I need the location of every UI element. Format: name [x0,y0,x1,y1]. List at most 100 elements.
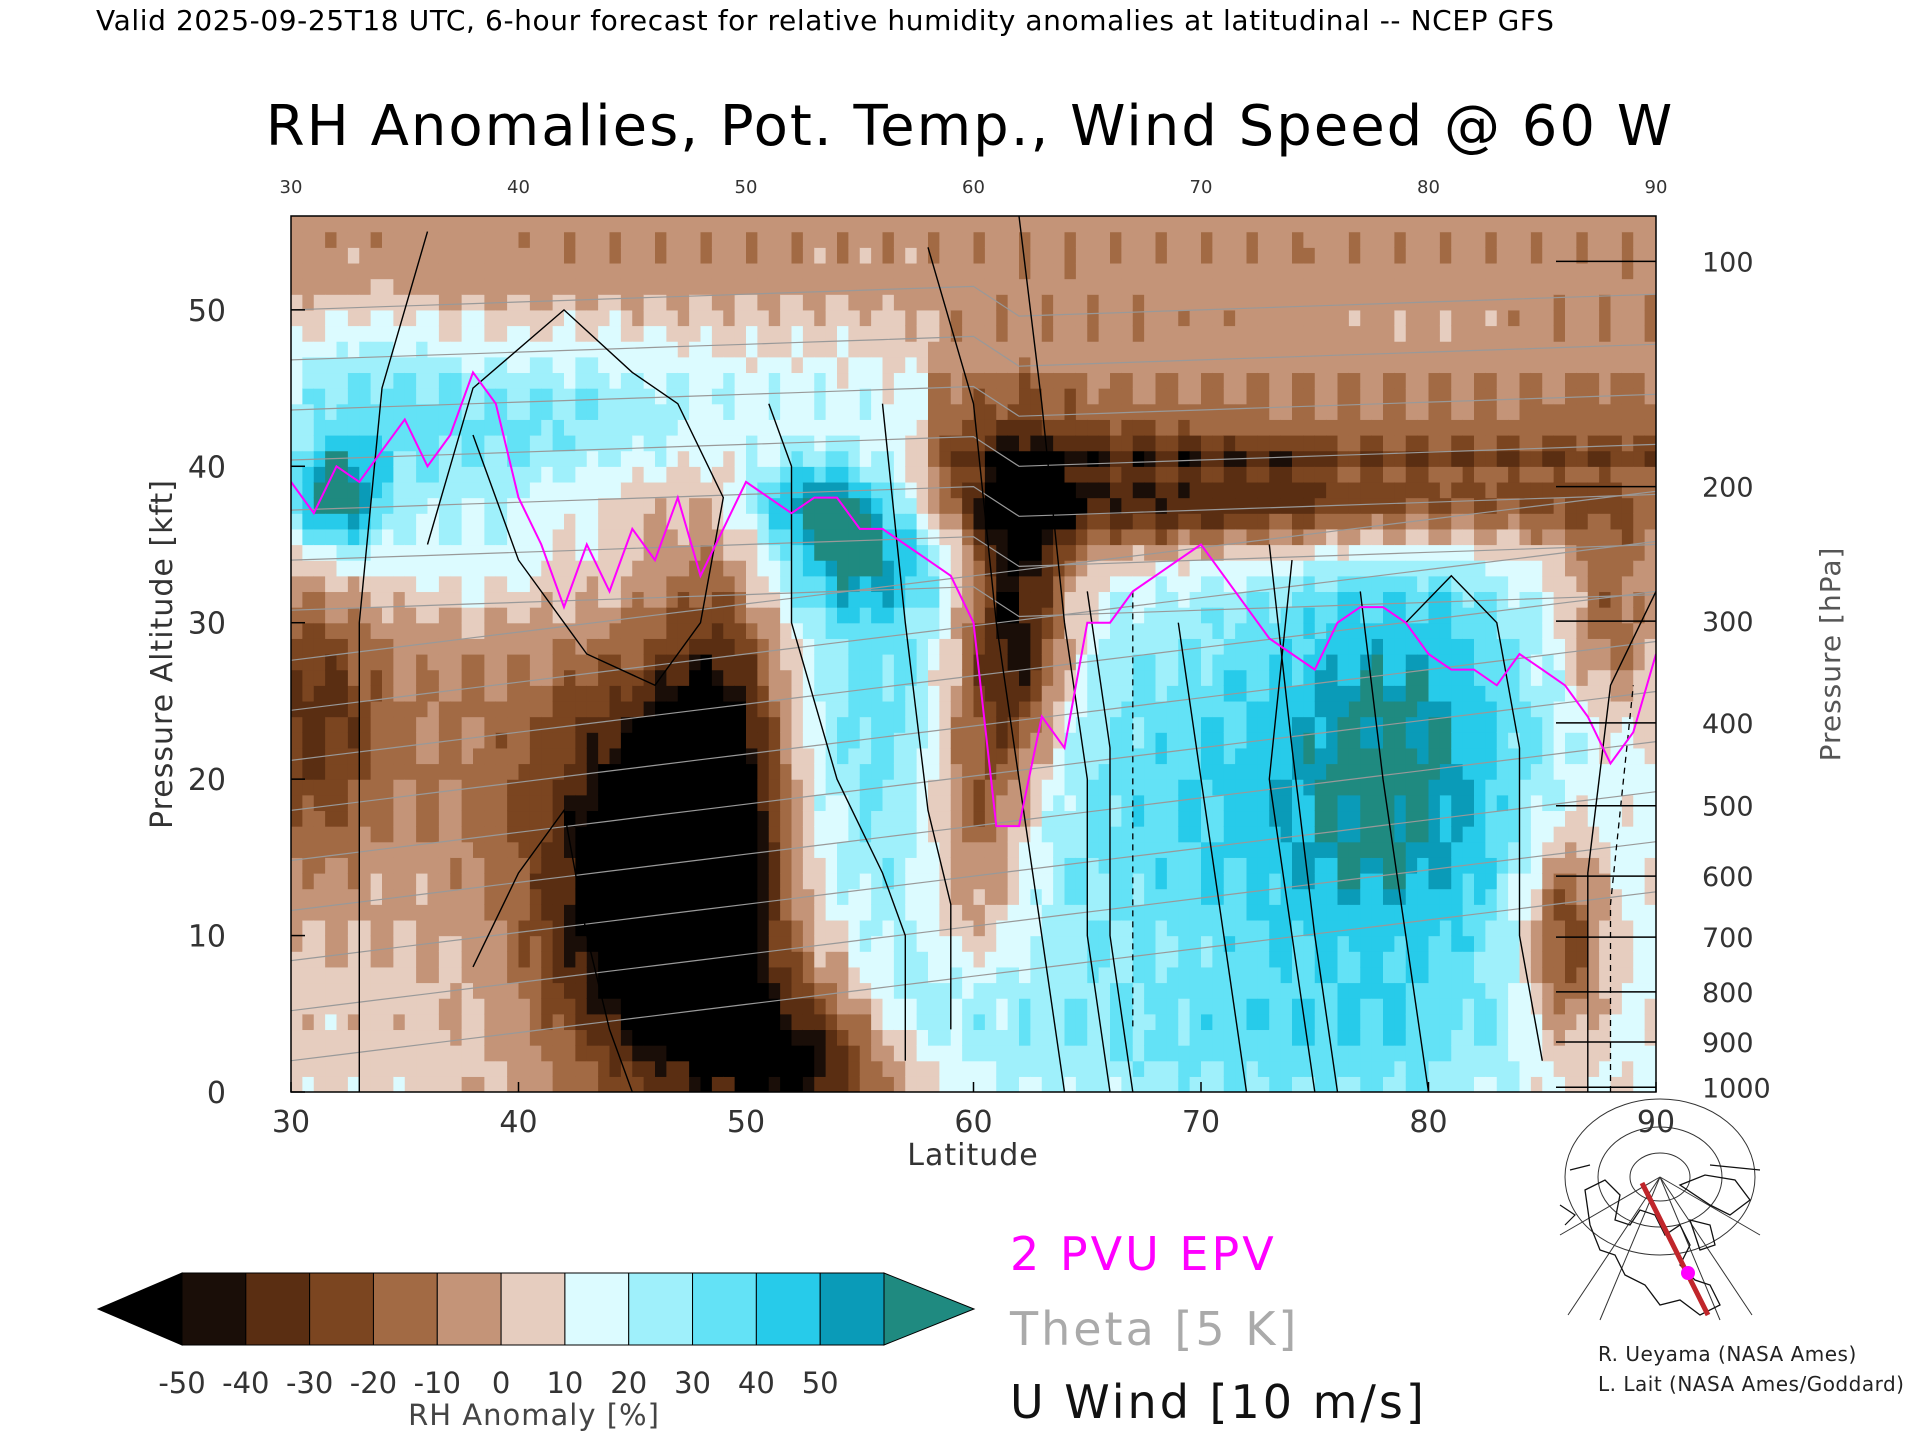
rh-cell [438,560,451,577]
rh-cell [1246,654,1259,671]
rh-cell [950,341,963,358]
rh-cell [973,841,986,858]
rh-cell [382,1029,394,1046]
rh-cell [541,481,554,499]
rh-cell [1257,325,1270,342]
rh-cell [814,528,827,546]
rh-cell [1030,826,1043,843]
rh-cell [1178,622,1191,639]
rh-cell [746,607,758,624]
rh-cell [1201,560,1213,577]
rh-cell [416,638,429,655]
rh-cell [507,247,520,264]
rh-cell [996,419,1009,436]
rh-cell [370,607,383,624]
rh-cell [700,622,713,639]
rh-cell [916,826,929,843]
rh-cell [438,669,451,686]
rh-cell [734,325,747,342]
rh-cell [1064,638,1077,655]
rh-cell [484,669,497,686]
rh-cell [939,294,952,311]
rh-cell [984,278,997,295]
rh-cell [780,388,793,405]
rh-cell [848,935,861,952]
rh-cell [802,560,815,577]
rh-cell [325,888,338,905]
rh-cell [313,1029,326,1046]
rh-cell [973,419,986,436]
rh-cell [370,403,383,420]
rh-cell [586,810,599,827]
rh-cell [632,309,645,327]
rh-cell [564,294,576,311]
rh-cell [564,935,576,952]
rh-cell [1257,716,1270,733]
rh-cell [1155,998,1168,1015]
rh-cell [313,810,326,827]
rh-cell [1041,873,1054,890]
rh-cell [598,794,611,812]
rh-cell [632,325,645,342]
rh-cell [313,388,326,405]
rh-cell [495,356,508,374]
rh-cell [359,528,372,546]
rh-cell [1098,951,1111,968]
rh-cell [370,372,383,389]
rh-cell [962,935,975,952]
rh-cell [632,481,645,499]
rh-cell [893,669,906,686]
rh-cell [393,262,406,280]
rh-cell [438,544,451,561]
rh-cell [859,982,872,999]
rh-cell [404,325,417,342]
rh-cell [1235,794,1248,812]
rh-cell [757,873,770,890]
rh-cell [689,779,702,796]
rh-cell [347,669,360,686]
rh-cell [666,216,679,233]
rh-cell [1132,607,1145,624]
rh-cell [643,732,656,749]
rh-cell [347,466,360,483]
rh-cell [746,873,758,890]
rh-cell [438,966,451,984]
rh-cell [473,654,485,671]
rh-cell [632,231,645,248]
rh-cell [450,481,463,499]
rh-cell [382,794,394,812]
rh-cell [1212,794,1225,812]
rh-cell [518,841,531,858]
rh-cell [586,466,599,483]
rh-cell [1235,810,1248,827]
rh-cell [1110,435,1122,452]
rh-cell [837,481,849,499]
rh-cell [1053,1076,1066,1092]
rh-cell [1075,591,1088,608]
rh-cell [575,888,588,905]
rh-cell [882,560,895,577]
rh-cell [1166,700,1179,718]
rh-cell [939,700,952,718]
rh-cell [802,857,815,874]
rh-cell [541,716,554,733]
rh-cell [1257,1013,1270,1031]
rh-cell [1053,951,1066,968]
rh-cell [746,716,758,733]
rh-cell [609,826,622,843]
rh-cell [427,309,440,327]
rh-cell [1223,638,1236,655]
rh-cell [996,450,1009,467]
rh-cell [1019,309,1031,327]
rh-cell [427,700,440,718]
rh-cell [1041,826,1054,843]
rh-cell [1235,481,1248,499]
rh-cell [1269,607,1282,624]
rh-cell [780,685,793,702]
rh-cell [1178,1060,1191,1077]
rh-cell [564,403,576,420]
rh-cell [1087,309,1100,327]
rh-cell [962,341,975,358]
rh-cell [404,372,417,389]
rh-cell [859,998,872,1015]
